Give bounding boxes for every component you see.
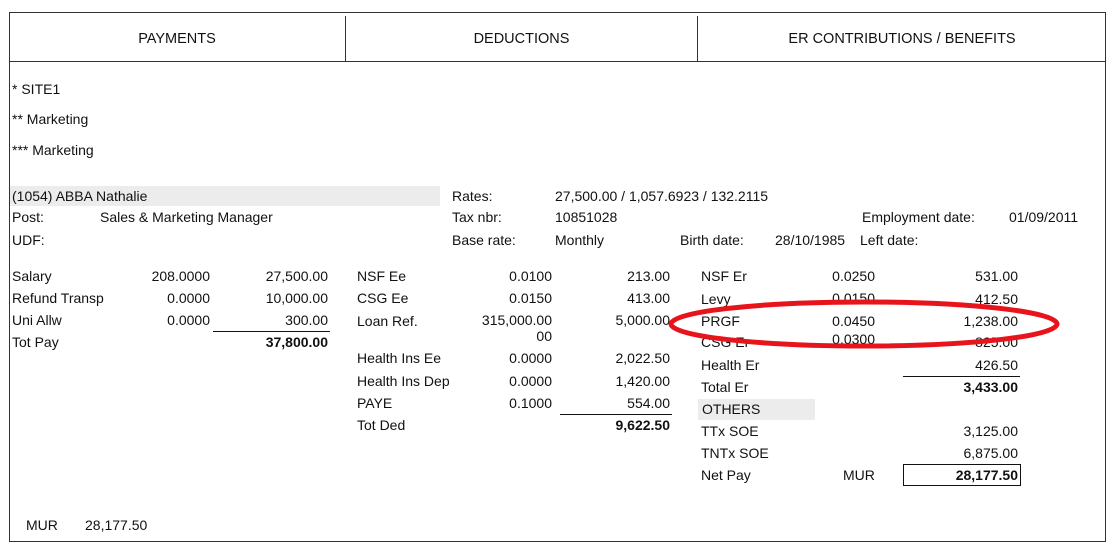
udf-label: UDF:	[12, 232, 45, 248]
deduction-label: PAYE	[357, 395, 393, 411]
others-label: TTx SOE	[701, 423, 759, 439]
net-pay-label: Net Pay	[701, 467, 751, 483]
rates-label: Rates:	[452, 188, 493, 204]
deduction-label: NSF Ee	[357, 268, 407, 284]
er-total-rule	[903, 376, 1020, 377]
deductions-total-rule	[560, 414, 672, 415]
payment-label: Uni Allw	[12, 312, 62, 328]
deduction-rate: 0.0150	[509, 290, 552, 306]
er-amount: 1,238.00	[963, 313, 1019, 329]
tax-nbr-value: 10851028	[555, 209, 618, 225]
tax-nbr-label: Tax nbr:	[452, 209, 502, 225]
deductions-total-amount: 9,622.50	[615, 417, 671, 433]
payment-label: Refund Transp	[12, 290, 104, 306]
net-pay-currency: MUR	[843, 467, 875, 483]
er-rate: 0.0300	[832, 331, 875, 347]
net-pay-box	[903, 464, 1021, 486]
payment-rate: 0.0000	[167, 290, 210, 306]
payment-amount: 10,000.00	[265, 290, 328, 306]
net-pay-amount: 28,177.50	[955, 467, 1018, 483]
others-label: TNTx SOE	[701, 445, 769, 461]
deduction-rate: 0.0000	[509, 373, 552, 389]
base-rate-label: Base rate:	[452, 232, 516, 248]
deduction-amount: 2,022.50	[615, 350, 671, 366]
birth-date-label: Birth date:	[680, 232, 744, 248]
deduction-rate: 315,000.00	[481, 312, 552, 328]
deductions-total-label: Tot Ded	[357, 417, 406, 433]
employee-name-shade	[10, 186, 440, 206]
er-label: Levy	[701, 291, 731, 307]
post-label: Post:	[12, 209, 44, 225]
deduction-label: Health Ins Ee	[357, 350, 442, 366]
others-shade	[698, 399, 815, 420]
payment-amount: 300.00	[285, 312, 328, 328]
deduction-label: CSG Ee	[357, 290, 409, 306]
header-deductions: DEDUCTIONS	[345, 16, 697, 61]
footer-currency: MUR	[26, 517, 58, 533]
left-date-label: Left date:	[860, 232, 919, 248]
deduction-label: Health Ins Dep	[357, 373, 450, 389]
site-level-2: ** Marketing	[12, 111, 89, 127]
employment-date-value: 01/09/2011	[1009, 209, 1079, 225]
birth-date-value: 28/10/1985	[775, 232, 846, 248]
others-amount: 6,875.00	[963, 445, 1019, 461]
rates-value: 27,500.00 / 1,057.6923 / 132.2115	[555, 188, 769, 204]
header-er-contributions: ER CONTRIBUTIONS / BENEFITS	[697, 16, 1106, 61]
payslip-frame	[9, 12, 1106, 542]
deduction-rate: 0.1000	[509, 395, 552, 411]
er-label: PRGF	[701, 313, 740, 329]
deduction-label: Loan Ref.	[357, 313, 418, 329]
deduction-rate: 0.0100	[509, 268, 552, 284]
deduction-rate-continued: 00	[536, 328, 552, 344]
payment-rate: 208.0000	[151, 268, 210, 284]
payment-rate: 0.0000	[167, 312, 210, 328]
post-value: Sales & Marketing Manager	[100, 209, 273, 225]
employee-name: (1054) ABBA Nathalie	[12, 188, 148, 204]
er-total-amount: 3,433.00	[963, 379, 1019, 395]
deduction-amount: 1,420.00	[615, 373, 671, 389]
payment-label: Salary	[12, 268, 52, 284]
others-title: OTHERS	[702, 401, 761, 417]
payments-total-rule	[213, 331, 330, 332]
others-amount: 3,125.00	[963, 423, 1019, 439]
er-total-label: Total Er	[701, 379, 749, 395]
er-amount: 531.00	[975, 268, 1018, 284]
header-payments: PAYMENTS	[138, 30, 216, 47]
base-rate-value: Monthly	[555, 232, 605, 248]
er-rate: 0.0450	[832, 313, 875, 329]
deduction-rate: 0.0000	[509, 350, 552, 366]
er-label: Health Er	[701, 357, 760, 373]
payments-total-amount: 37,800.00	[265, 334, 328, 350]
er-amount: 412.50	[975, 291, 1018, 307]
footer-net-amount: 28,177.50	[85, 517, 148, 533]
deduction-amount: 554.00	[627, 395, 670, 411]
site-level-3: *** Marketing	[12, 142, 94, 158]
deduction-amount: 5,000.00	[615, 312, 671, 328]
payment-amount: 27,500.00	[265, 268, 328, 284]
er-amount: 426.50	[975, 357, 1018, 373]
section-header-row: PAYMENTS DEDUCTIONS ER CONTRIBUTIONS / B…	[9, 16, 1106, 62]
deduction-amount: 413.00	[627, 290, 670, 306]
er-rate: 0.0250	[832, 268, 875, 284]
deduction-amount: 213.00	[627, 268, 670, 284]
er-label: NSF Er	[701, 268, 747, 284]
site-level-1: * SITE1	[12, 81, 61, 97]
employment-date-label: Employment date:	[862, 209, 975, 225]
highlight-ellipse	[668, 299, 1060, 349]
payments-total-label: Tot Pay	[12, 334, 59, 350]
